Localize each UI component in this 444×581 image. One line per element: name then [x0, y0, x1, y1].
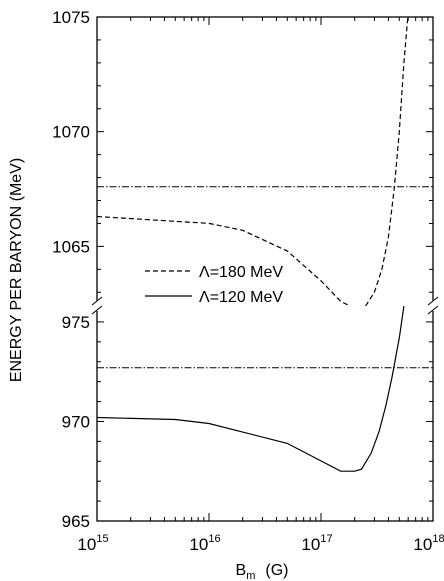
y-tick-label: 970 [62, 412, 90, 431]
x-tick-label: 1015 [77, 533, 108, 554]
x-axis-label-unit: (G) [265, 562, 288, 579]
x-axis-label: Bm (G) [236, 562, 289, 581]
y-tick-label: 965 [62, 512, 90, 531]
x-tick-label: 1017 [301, 533, 332, 554]
legend-label-180: Λ=180 MeV [199, 264, 283, 281]
y-tick-label: 1075 [52, 8, 90, 27]
series-layer [97, 17, 433, 472]
axis-break-mark [427, 305, 439, 315]
legend-label-120: Λ=120 MeV [199, 289, 283, 306]
ticks-layer: 1065 1070 1075 965 970 975 1015 1016 1017 1018 [52, 8, 444, 554]
axis-break-mark [427, 296, 439, 306]
y-tick-label: 1065 [52, 237, 90, 256]
x-tick-label: 1018 [413, 533, 444, 554]
series-line-lambda-180 [97, 17, 409, 306]
y-tick-label: 1070 [52, 123, 90, 142]
y-tick-label: 975 [62, 313, 90, 332]
axis-break-gap [429, 301, 437, 311]
series-line-lambda-120 [97, 306, 405, 472]
y-axis-label: ENERGY PER BARYON (MeV) [8, 158, 25, 382]
axis-break-mark [91, 296, 103, 306]
x-axis-label-subscript: m [246, 570, 255, 581]
x-axis-label-main: B [236, 562, 247, 579]
legend: Λ=180 MeV Λ=120 MeV [145, 264, 283, 306]
axis-break-gap [93, 301, 101, 311]
x-tick-label: 1016 [189, 533, 220, 554]
axis-break-mark [91, 305, 103, 315]
